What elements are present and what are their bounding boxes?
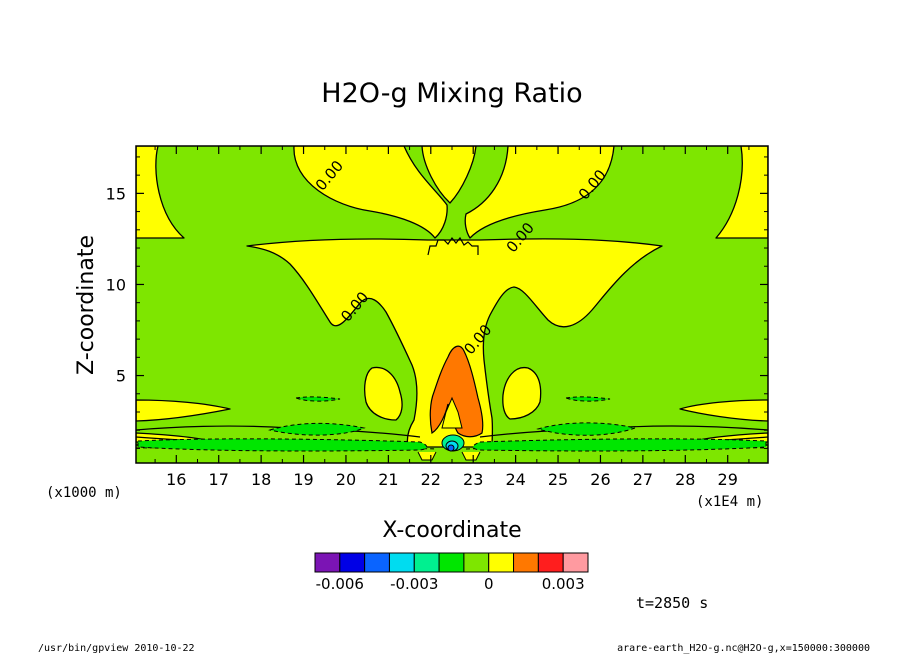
x-tick-label: 23 xyxy=(463,470,483,489)
footer-right: arare-earth_H2O-g.nc@H2O-g,x=150000:3000… xyxy=(617,643,870,654)
x-tick-label: 28 xyxy=(675,470,695,489)
y-tick-label: 15 xyxy=(106,184,126,203)
plot-area: 0.000.000.000.000.00 xyxy=(136,146,768,463)
x-axis: 16 17 18 19 20 21 22 23 24 25 26 27 28 29 xyxy=(154,146,750,489)
x-tick-label: 16 xyxy=(166,470,186,489)
x-tick-label: 20 xyxy=(336,470,356,489)
chart-title: H2O-g Mixing Ratio xyxy=(321,78,582,109)
y-axis-label: Z-coordinate xyxy=(74,235,99,375)
x-tick-label: 19 xyxy=(293,470,313,489)
colorbar-label: -0.003 xyxy=(390,575,438,593)
surface-contours xyxy=(417,451,481,461)
jagged-contour xyxy=(427,236,479,256)
x-tick-label: 27 xyxy=(633,470,653,489)
y-tick-label: 5 xyxy=(116,367,126,386)
colorbar-label: 0.003 xyxy=(542,575,585,593)
colorbar-swatch xyxy=(513,552,539,573)
negative-core xyxy=(441,434,465,452)
x-unit-label: (x1E4 m) xyxy=(696,494,763,510)
colorbar-swatch xyxy=(537,552,564,573)
x-tick-label: 26 xyxy=(590,470,610,489)
y-axis: 5 10 15 xyxy=(106,156,768,449)
y-tick-label: 10 xyxy=(106,275,126,294)
colorbar-legend: -0.006 -0.003 0 0.003 xyxy=(314,552,589,593)
inner-yellow xyxy=(441,396,463,429)
x-axis-label: X-coordinate xyxy=(382,518,521,543)
colorbar-swatch xyxy=(339,552,366,573)
time-label: t=2850 s xyxy=(636,594,708,612)
colorbar-swatch xyxy=(388,552,415,573)
colorbar-swatch xyxy=(413,552,440,573)
x-tick-label: 21 xyxy=(378,470,398,489)
x-tick-label: 22 xyxy=(421,470,441,489)
colorbar-swatch xyxy=(364,552,390,573)
colorbar-swatch xyxy=(463,552,490,573)
colorbar-label: 0 xyxy=(484,575,494,593)
colorbar-label: -0.006 xyxy=(316,575,364,593)
footer-left: /usr/bin/gpview 2010-10-22 xyxy=(38,643,195,654)
x-tick-label: 24 xyxy=(505,470,525,489)
x-tick-label: 29 xyxy=(718,470,738,489)
y-unit-label: (x1000 m) xyxy=(46,485,122,501)
colorbar-swatch xyxy=(488,552,515,573)
colorbar-swatch xyxy=(314,552,341,573)
x-tick-label: 18 xyxy=(251,470,271,489)
negative-patches xyxy=(137,396,767,452)
orange-core xyxy=(429,345,484,438)
colorbar-swatch xyxy=(562,552,589,573)
colorbar-swatch xyxy=(438,552,465,573)
x-tick-label: 25 xyxy=(548,470,568,489)
x-tick-label: 17 xyxy=(209,470,229,489)
